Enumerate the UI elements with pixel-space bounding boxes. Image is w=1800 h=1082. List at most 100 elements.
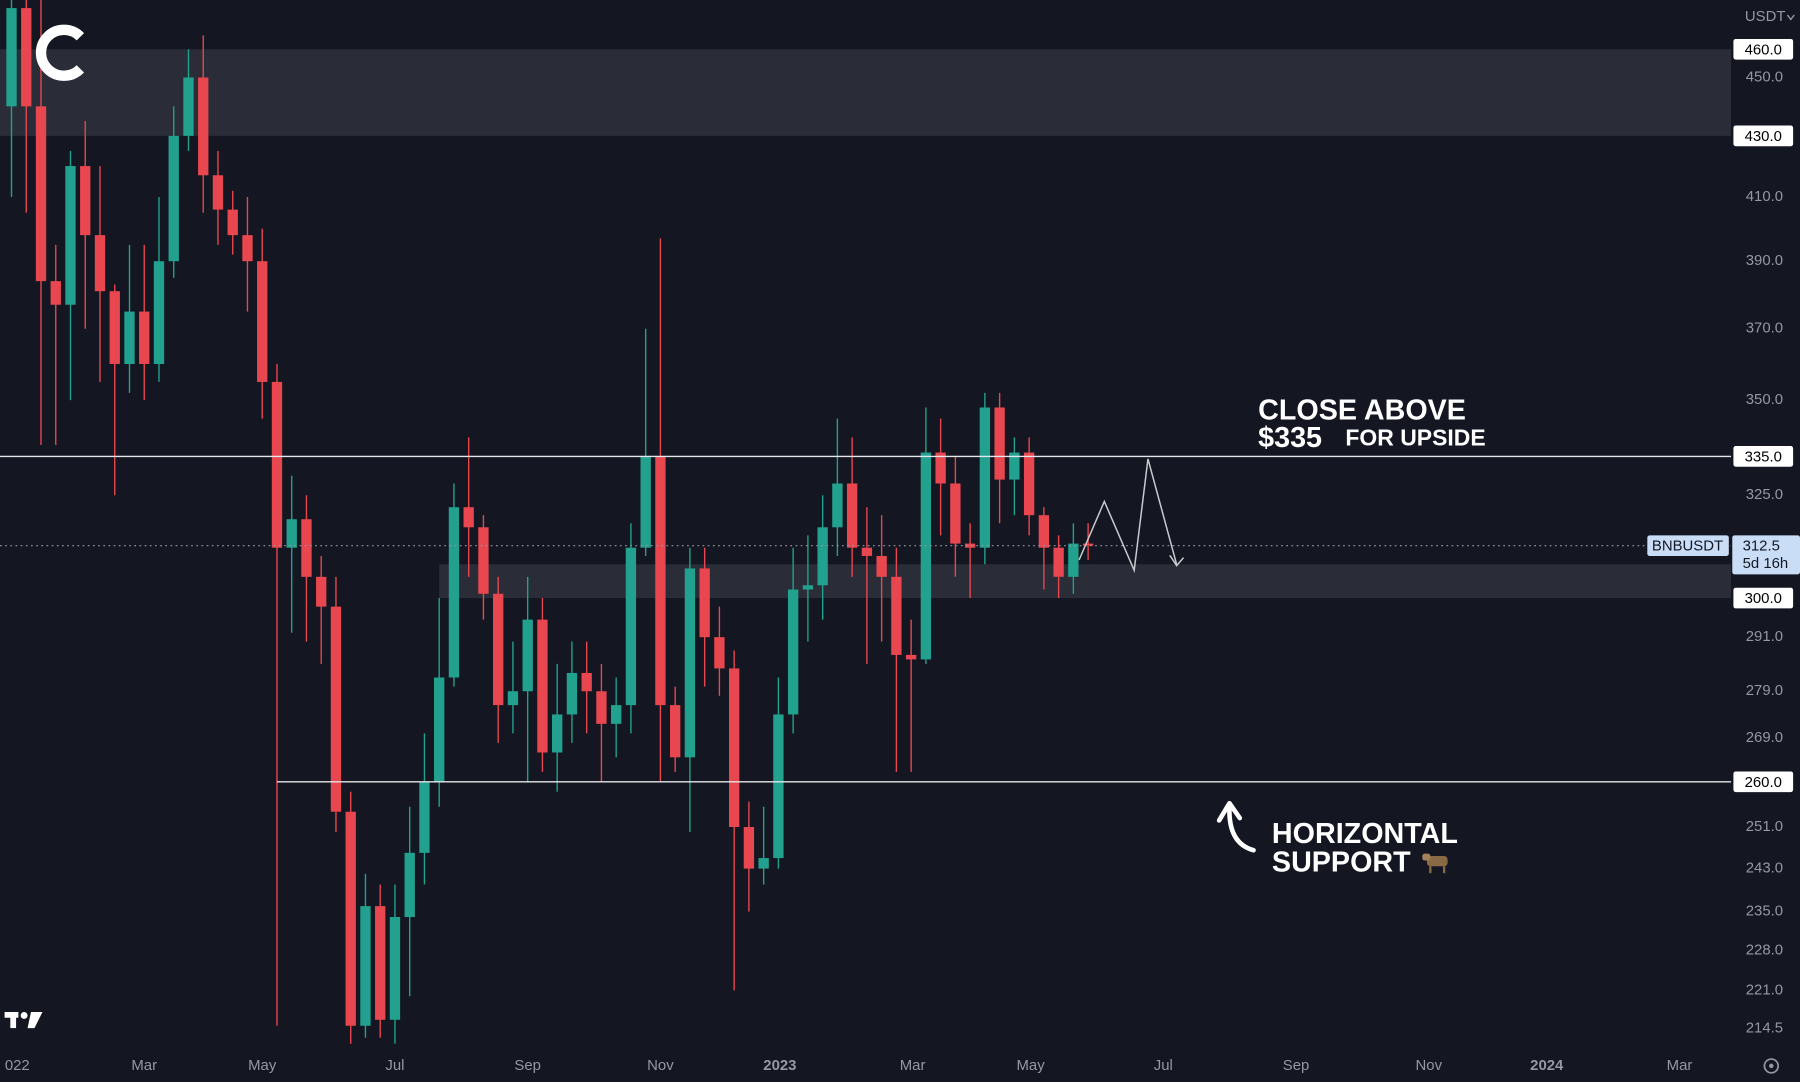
y-tick-label: 390.0 <box>1746 253 1783 269</box>
y-tick-label: 214.5 <box>1746 1021 1783 1037</box>
candle-body <box>212 175 224 210</box>
candle-body <box>817 527 828 586</box>
projection-arrowhead <box>1169 554 1185 567</box>
level-box <box>1733 38 1794 60</box>
level-label: 460.0 <box>1745 42 1782 58</box>
candle-body <box>537 619 548 753</box>
candle-body <box>1053 547 1064 577</box>
annotation-text: FOR UPSIDE <box>1345 425 1485 451</box>
candle-body <box>935 452 946 484</box>
candle-body <box>669 705 681 758</box>
projection-path <box>1078 458 1178 574</box>
symbol-label: BNBUSDT <box>1652 539 1723 555</box>
candle-body <box>94 235 106 292</box>
zone <box>439 564 1732 599</box>
candle-body <box>979 407 991 548</box>
brand-logo <box>35 24 85 81</box>
annotation-text: SUPPORT <box>1272 847 1411 879</box>
candle-body <box>198 77 209 176</box>
candle-body <box>581 672 592 692</box>
y-tick-label: 370.0 <box>1746 321 1783 337</box>
candle-body <box>478 527 489 594</box>
level-box <box>1733 446 1794 467</box>
x-tick-label: Mar <box>131 1058 157 1074</box>
candle-body <box>434 677 445 782</box>
candle-body <box>6 8 17 107</box>
candle-body <box>227 209 238 236</box>
candle-body <box>389 917 401 1020</box>
candle-body <box>994 407 1005 480</box>
candle-body <box>35 106 47 282</box>
annotation-text: HORIZONTAL <box>1272 818 1458 850</box>
support-arrowhead <box>1216 800 1243 823</box>
countdown-label: 5d 16h <box>1743 556 1789 572</box>
x-tick-label: Nov <box>1416 1058 1443 1074</box>
candle-body <box>522 619 533 692</box>
settings-icon[interactable] <box>1763 1058 1780 1074</box>
plot-area <box>0 0 1732 1044</box>
x-tick-label: May <box>1017 1058 1046 1074</box>
candle-body <box>124 311 135 364</box>
candle-body <box>950 483 961 544</box>
y-tick-label: 228.0 <box>1746 942 1783 958</box>
candle-body <box>876 555 887 577</box>
y-tick-label: 251.0 <box>1746 819 1783 835</box>
candle-body <box>611 705 622 724</box>
axis-layer: 450.0 410.0 390.0 370.0 350.0 325.0 291.0 279.0… <box>5 38 1800 1074</box>
candle-body <box>507 691 519 706</box>
candle-body <box>1082 543 1094 546</box>
candle-body <box>655 456 666 706</box>
candle-body <box>286 519 297 548</box>
candle-body <box>773 714 784 859</box>
candle-body <box>257 261 268 382</box>
candle-body <box>758 858 769 869</box>
annotation-price: $335 <box>1258 422 1322 454</box>
candle-body <box>80 166 91 236</box>
x-tick-label: May <box>248 1058 277 1074</box>
candle-body <box>360 906 371 1026</box>
symbol-box <box>1647 535 1729 556</box>
y-tick-label: 350.0 <box>1746 392 1783 408</box>
level-box <box>1733 587 1794 609</box>
candle-body <box>1009 452 1020 480</box>
y-tick-label: 243.0 <box>1746 861 1783 877</box>
candle-body <box>183 77 194 136</box>
level-box <box>1733 125 1794 147</box>
candle-body <box>168 135 179 262</box>
y-tick-label: 410.0 <box>1746 189 1783 205</box>
candle-body <box>139 311 150 364</box>
candle-body <box>1038 515 1050 548</box>
candle-body <box>964 543 976 548</box>
candle-body <box>552 714 563 753</box>
x-tick-label: 2023 <box>763 1058 796 1074</box>
y-tick-label: 450.0 <box>1746 69 1783 85</box>
candle-body <box>728 668 740 828</box>
time-axis <box>0 1049 1800 1082</box>
candle-body <box>330 606 342 812</box>
currency-caret <box>1786 14 1795 21</box>
x-tick-label: Nov <box>647 1058 674 1074</box>
level-box <box>1733 771 1794 793</box>
y-tick-label: 291.0 <box>1746 629 1783 645</box>
candle-body <box>1023 452 1035 516</box>
candle-body <box>109 291 120 364</box>
x-tick-label: Jul <box>1154 1058 1173 1074</box>
candle-body <box>905 654 917 660</box>
candle-body <box>596 691 607 724</box>
candle-body <box>271 381 283 548</box>
y-tick-label: 279.0 <box>1746 683 1783 699</box>
candle-body <box>699 568 710 638</box>
x-tick-label: Mar <box>900 1058 926 1074</box>
candle-body <box>787 589 799 715</box>
level-label: 430.0 <box>1745 129 1782 145</box>
zone <box>0 49 1732 136</box>
annotation-text: CLOSE ABOVE <box>1258 394 1466 426</box>
candle-body <box>684 568 696 758</box>
y-tick-label: 269.0 <box>1746 730 1783 746</box>
candle-body <box>65 166 76 305</box>
tradingview-logo <box>4 1012 43 1029</box>
candle-body <box>419 781 430 853</box>
level-label: 260.0 <box>1745 775 1782 791</box>
y-tick-label: 325.0 <box>1746 487 1783 503</box>
